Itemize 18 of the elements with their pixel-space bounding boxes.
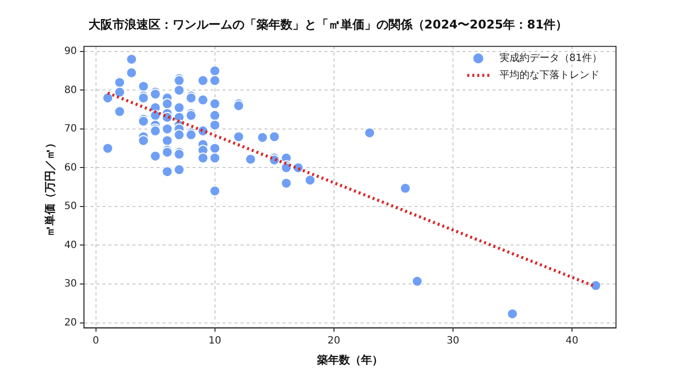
x-axis-title: 築年数（年） (316, 353, 383, 366)
y-tick-label: 40 (64, 240, 77, 251)
y-tick-label: 70 (64, 124, 77, 135)
x-tick-label: 20 (328, 335, 340, 346)
x-tick-label: 40 (566, 335, 578, 346)
y-tick-label: 90 (64, 46, 77, 58)
legend-label: 実成約データ（81件） (499, 52, 602, 64)
y-tick-label: 50 (64, 201, 77, 212)
y-tick-label: 80 (64, 84, 77, 96)
y-tick-label: 60 (64, 162, 77, 174)
chart-title: 大阪市浪速区：ワンルームの「築年数」と「㎡単価」の関係（2024〜2025年：81件） (88, 17, 568, 32)
y-tick-label: 30 (64, 278, 77, 290)
y-tick-label: 20 (64, 317, 77, 328)
x-tick-label: 30 (446, 335, 460, 346)
x-tick-label: 0 (92, 335, 100, 346)
x-tick-label: 10 (208, 335, 222, 346)
y-axis-title: ㎡単価（万円／㎡） (43, 138, 56, 237)
legend-label: 平均的な下落トレンド (499, 68, 600, 81)
